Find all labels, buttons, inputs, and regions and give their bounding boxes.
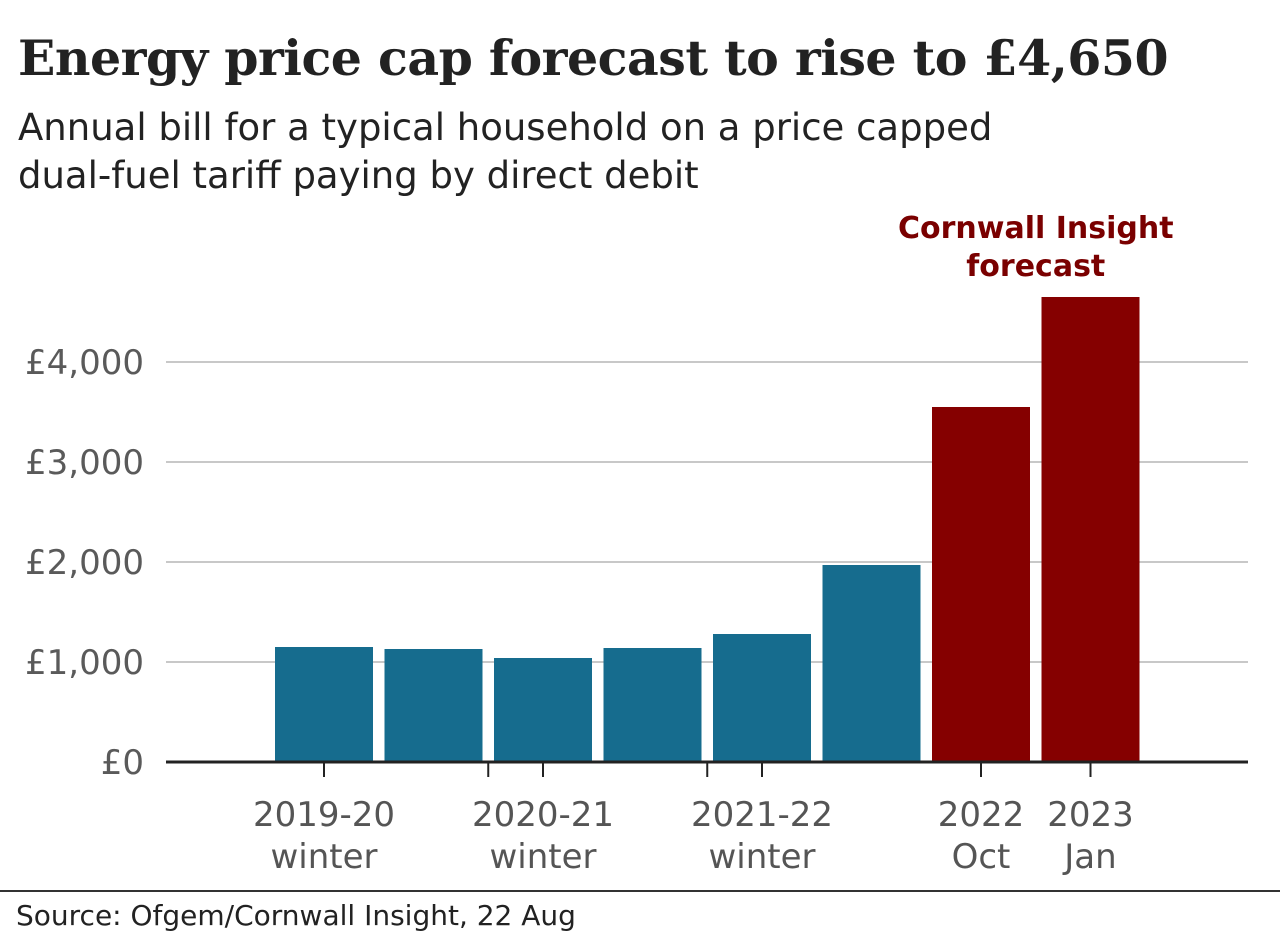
forecast-annotation: forecast — [966, 249, 1105, 284]
forecast-annotation: Cornwall Insight — [898, 211, 1174, 246]
bar-chart: £0£1,000£2,000£3,000£4,0002019-20winter2… — [25, 211, 1248, 877]
bar — [932, 407, 1030, 762]
y-tick-label: £2,000 — [25, 543, 144, 583]
source-divider — [0, 890, 1280, 892]
x-tick-label: winter — [489, 837, 596, 877]
x-tick-label: 2019-20 — [253, 795, 395, 835]
x-tick-label: winter — [270, 837, 377, 877]
source-note: Source: Ofgem/Cornwall Insight, 22 Aug — [16, 899, 576, 932]
y-tick-label: £4,000 — [25, 343, 144, 383]
bar — [494, 658, 592, 762]
bar — [822, 565, 921, 762]
chart-title: Energy price cap forecast to rise to £4,… — [18, 29, 1169, 87]
x-tick-label: 2022 — [938, 795, 1025, 835]
chart-subtitle: Annual bill for a typical household on a… — [18, 104, 1218, 200]
y-tick-label: £3,000 — [25, 443, 144, 483]
x-tick-label: 2020-21 — [472, 795, 614, 835]
x-tick-label: 2023 — [1047, 795, 1134, 835]
bar — [275, 647, 373, 762]
y-tick-label: £0 — [101, 743, 144, 783]
y-tick-label: £1,000 — [25, 643, 144, 683]
x-tick-label: winter — [708, 837, 815, 877]
x-tick-label: Oct — [952, 837, 1011, 877]
x-tick-label: 2021-22 — [691, 795, 833, 835]
bar — [713, 634, 811, 762]
bar — [1041, 297, 1140, 762]
bar — [603, 648, 702, 762]
subtitle-line-1: Annual bill for a typical household on a… — [18, 106, 993, 149]
subtitle-line-2: dual-fuel tariff paying by direct debit — [18, 154, 699, 197]
x-tick-label: Jan — [1062, 837, 1116, 877]
bar — [384, 649, 483, 762]
